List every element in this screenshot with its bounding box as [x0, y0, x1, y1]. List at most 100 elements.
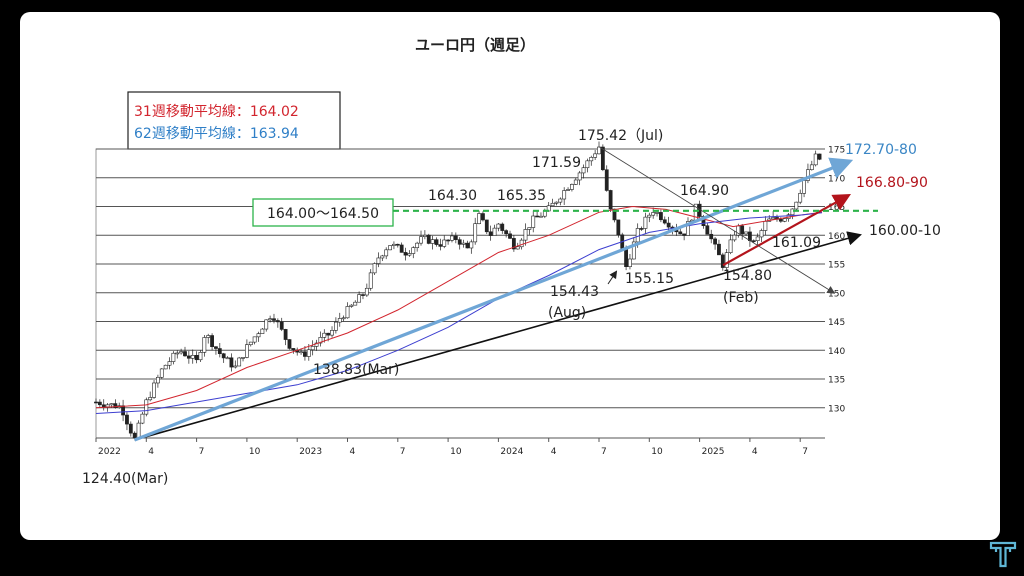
candle-body [167, 361, 172, 366]
candle-body [144, 399, 149, 415]
candle-body [531, 215, 536, 228]
candle-body [202, 337, 207, 353]
candle-body [728, 239, 733, 253]
candle-body [399, 244, 404, 253]
target-172-70: 172.70-80 [845, 142, 917, 158]
candle-body [148, 397, 153, 401]
legend: 31週移動平均線：164.02 62週移動平均線：163.94 [127, 91, 341, 150]
candle-body [573, 179, 578, 185]
candle-body [403, 252, 408, 256]
candle-body [121, 405, 125, 416]
y-tick-label: 175 [828, 146, 845, 156]
resistance-zone-box [252, 198, 394, 227]
x-tick-label: 4 [551, 447, 557, 457]
annotation-154-80: 154.80 [723, 268, 772, 284]
candle-body [264, 319, 269, 330]
candle-body [245, 344, 249, 358]
candle-body [748, 231, 752, 241]
candle-body [806, 169, 810, 181]
candle-body [817, 153, 822, 160]
annotation-164-30: 164.30 [428, 188, 477, 204]
candle-body [581, 167, 586, 174]
candle-body [105, 404, 110, 408]
candle-body [345, 306, 350, 319]
candle-body [237, 357, 242, 367]
candle-body [94, 401, 98, 404]
x-tick-label: 10 [249, 447, 261, 457]
annotation-155-15: 155.15 [625, 271, 674, 287]
annotation-171-59: 171.59 [532, 155, 581, 171]
candle-body [384, 249, 389, 257]
candle-body [186, 355, 191, 359]
candle-body [159, 368, 164, 378]
candle-body [519, 239, 524, 248]
candle-body [562, 190, 567, 200]
candle-body [163, 364, 168, 370]
candle-body [322, 332, 327, 338]
target-160-00: 160.00-10 [869, 223, 941, 239]
candle-body [484, 219, 489, 233]
candle-body [291, 348, 296, 351]
candle-body [206, 335, 211, 338]
x-tick-label: 7 [199, 447, 205, 457]
annotation-164-90: 164.90 [680, 183, 729, 199]
eurjpy-weekly-chart: ユーロ円（週足） 31週移動平均線：164.02 62週移動平均線：163.94… [82, 36, 941, 487]
candle-body [496, 223, 501, 229]
x-tick-label: 2025 [702, 447, 725, 457]
x-tick-label: 4 [752, 447, 758, 457]
candle-body [809, 164, 814, 171]
candle-body [241, 357, 245, 359]
candle-body [492, 227, 497, 236]
candle-body [214, 346, 218, 349]
candle-body [306, 349, 311, 357]
x-tick-label: 2024 [500, 447, 523, 457]
candle-body [527, 227, 532, 230]
candle-body [597, 146, 601, 155]
candle-body [744, 231, 748, 235]
candle-body [426, 234, 431, 244]
candle-body [457, 239, 462, 245]
candle-body [608, 190, 613, 210]
candle-body [635, 228, 640, 243]
legend-ma62: 62週移動平均線：163.94 [134, 126, 299, 142]
candle-body [136, 422, 141, 439]
annotation-aug: (Aug) [548, 305, 586, 321]
candle-body [349, 304, 354, 307]
y-tick-label: 155 [828, 261, 845, 271]
candle-body [701, 216, 706, 227]
candle-body [411, 247, 416, 254]
ma31-line [95, 205, 823, 409]
candle-body [782, 218, 787, 222]
candle-body [434, 239, 439, 245]
candle-body [198, 352, 203, 361]
candle-body [732, 234, 737, 241]
candle-body [128, 423, 133, 434]
candle-body [709, 233, 714, 240]
candle-body [798, 193, 803, 203]
candle-body [415, 242, 420, 248]
candle-body [589, 157, 594, 162]
candle-body [125, 414, 129, 425]
candle-body [469, 241, 474, 249]
candle-body [252, 336, 257, 343]
candle-body [666, 222, 671, 228]
candle-body [275, 320, 280, 323]
candle-body [570, 184, 574, 190]
annotation-165-35: 165.35 [497, 188, 546, 204]
candle-body [372, 263, 377, 274]
x-tick-label: 7 [601, 447, 607, 457]
candle-body [318, 337, 323, 344]
candle-body [554, 201, 559, 204]
trendline-support-black [134, 231, 862, 441]
candle-body [152, 382, 156, 398]
candle-body [175, 352, 180, 355]
candle-body [217, 348, 222, 354]
candle-body [361, 294, 365, 296]
candle-body [686, 221, 690, 236]
y-tick-label: 160 [828, 232, 845, 242]
candle-body [388, 245, 392, 251]
slide: ユーロ円（週足） 31週移動平均線：164.02 62週移動平均線：163.94… [20, 12, 1000, 540]
candle-body [705, 225, 710, 235]
target-labels: 172.70-80 166.80-90 160.00-10 [845, 142, 941, 239]
candle-body [566, 189, 570, 191]
